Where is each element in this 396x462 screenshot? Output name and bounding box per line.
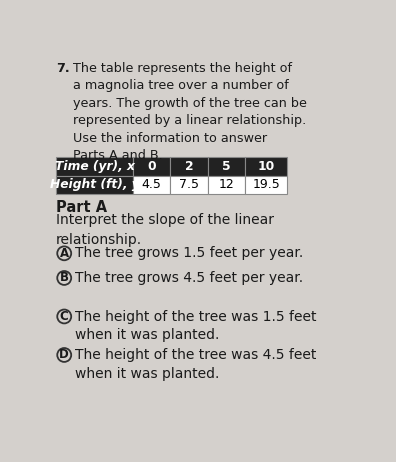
Text: 7.5: 7.5 xyxy=(179,178,199,191)
Bar xyxy=(245,157,287,176)
Text: The height of the tree was 4.5 feet
when it was planted.: The height of the tree was 4.5 feet when… xyxy=(75,348,316,381)
Bar xyxy=(170,157,208,176)
Text: 7.: 7. xyxy=(56,61,69,74)
Text: B: B xyxy=(60,272,69,285)
Text: The table represents the height of
a magnolia tree over a number of
years. The g: The table represents the height of a mag… xyxy=(73,61,307,162)
Bar xyxy=(170,176,208,194)
Bar xyxy=(208,176,245,194)
Text: The height of the tree was 1.5 feet
when it was planted.: The height of the tree was 1.5 feet when… xyxy=(75,310,316,342)
Bar xyxy=(245,176,287,194)
Text: Interpret the slope of the linear
relationship.: Interpret the slope of the linear relati… xyxy=(56,213,274,247)
Text: The tree grows 4.5 feet per year.: The tree grows 4.5 feet per year. xyxy=(75,271,303,285)
Text: Time (yr), x: Time (yr), x xyxy=(55,160,134,173)
Text: 0: 0 xyxy=(147,160,156,173)
Bar xyxy=(133,176,170,194)
Bar xyxy=(56,176,133,194)
Text: Part A: Part A xyxy=(56,200,107,215)
Text: 2: 2 xyxy=(185,160,193,173)
Bar xyxy=(208,157,245,176)
Text: The tree grows 1.5 feet per year.: The tree grows 1.5 feet per year. xyxy=(75,246,303,261)
Text: D: D xyxy=(59,348,69,361)
Bar xyxy=(56,157,133,176)
Text: 19.5: 19.5 xyxy=(252,178,280,191)
Text: A: A xyxy=(60,247,69,260)
Text: Height (ft), y: Height (ft), y xyxy=(50,178,139,191)
Text: 12: 12 xyxy=(218,178,234,191)
Text: 10: 10 xyxy=(257,160,275,173)
Text: 5: 5 xyxy=(222,160,230,173)
Text: 4.5: 4.5 xyxy=(142,178,162,191)
Bar xyxy=(133,157,170,176)
Text: C: C xyxy=(60,310,69,323)
